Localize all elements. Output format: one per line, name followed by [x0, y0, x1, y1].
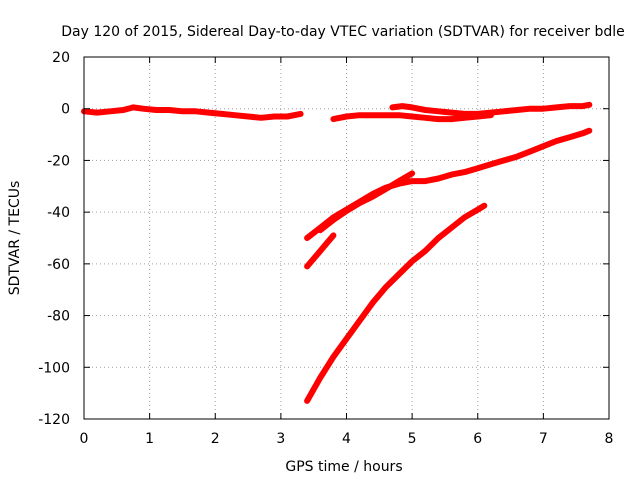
- x-tick-label: 0: [80, 431, 89, 447]
- y-tick-label: 20: [52, 50, 70, 66]
- x-tick-label: 3: [276, 431, 285, 447]
- series-arc-5: [304, 232, 337, 270]
- x-axis-title: GPS time / hours: [285, 459, 402, 475]
- series-arc-3: [389, 101, 593, 117]
- data-series: [81, 101, 593, 404]
- x-tick-label: 6: [473, 431, 482, 447]
- y-tick-label: -100: [38, 360, 70, 376]
- x-tick-label: 8: [605, 431, 614, 447]
- y-tick-label: -120: [38, 412, 70, 428]
- y-tick-label: -80: [47, 309, 70, 325]
- y-tick-label: -20: [47, 153, 70, 169]
- y-axis-title: SDTVAR / TECUs: [7, 181, 23, 296]
- x-tick-label: 4: [342, 431, 351, 447]
- x-tick-label: 1: [145, 431, 154, 447]
- x-tick-labels: 0 1 2 3 4 5 6 7 8: [80, 431, 614, 447]
- axis-ticks: [83, 56, 610, 420]
- x-tick-label: 2: [211, 431, 220, 447]
- series-arc-2: [330, 112, 494, 123]
- y-tick-label: -60: [47, 257, 70, 273]
- y-tick-label: 0: [61, 102, 70, 118]
- series-arc-6: [317, 170, 416, 234]
- series-arc-1: [81, 104, 304, 121]
- x-tick-label: 5: [408, 431, 417, 447]
- chart-title: Day 120 of 2015, Sidereal Day-to-day VTE…: [61, 24, 625, 40]
- x-tick-label: 7: [539, 431, 548, 447]
- series-arc-4: [304, 127, 593, 241]
- series-arc-7: [304, 202, 488, 404]
- y-tick-label: -40: [47, 205, 70, 221]
- y-tick-labels: 20 0 -20 -40 -60 -80 -100 -120: [38, 50, 70, 428]
